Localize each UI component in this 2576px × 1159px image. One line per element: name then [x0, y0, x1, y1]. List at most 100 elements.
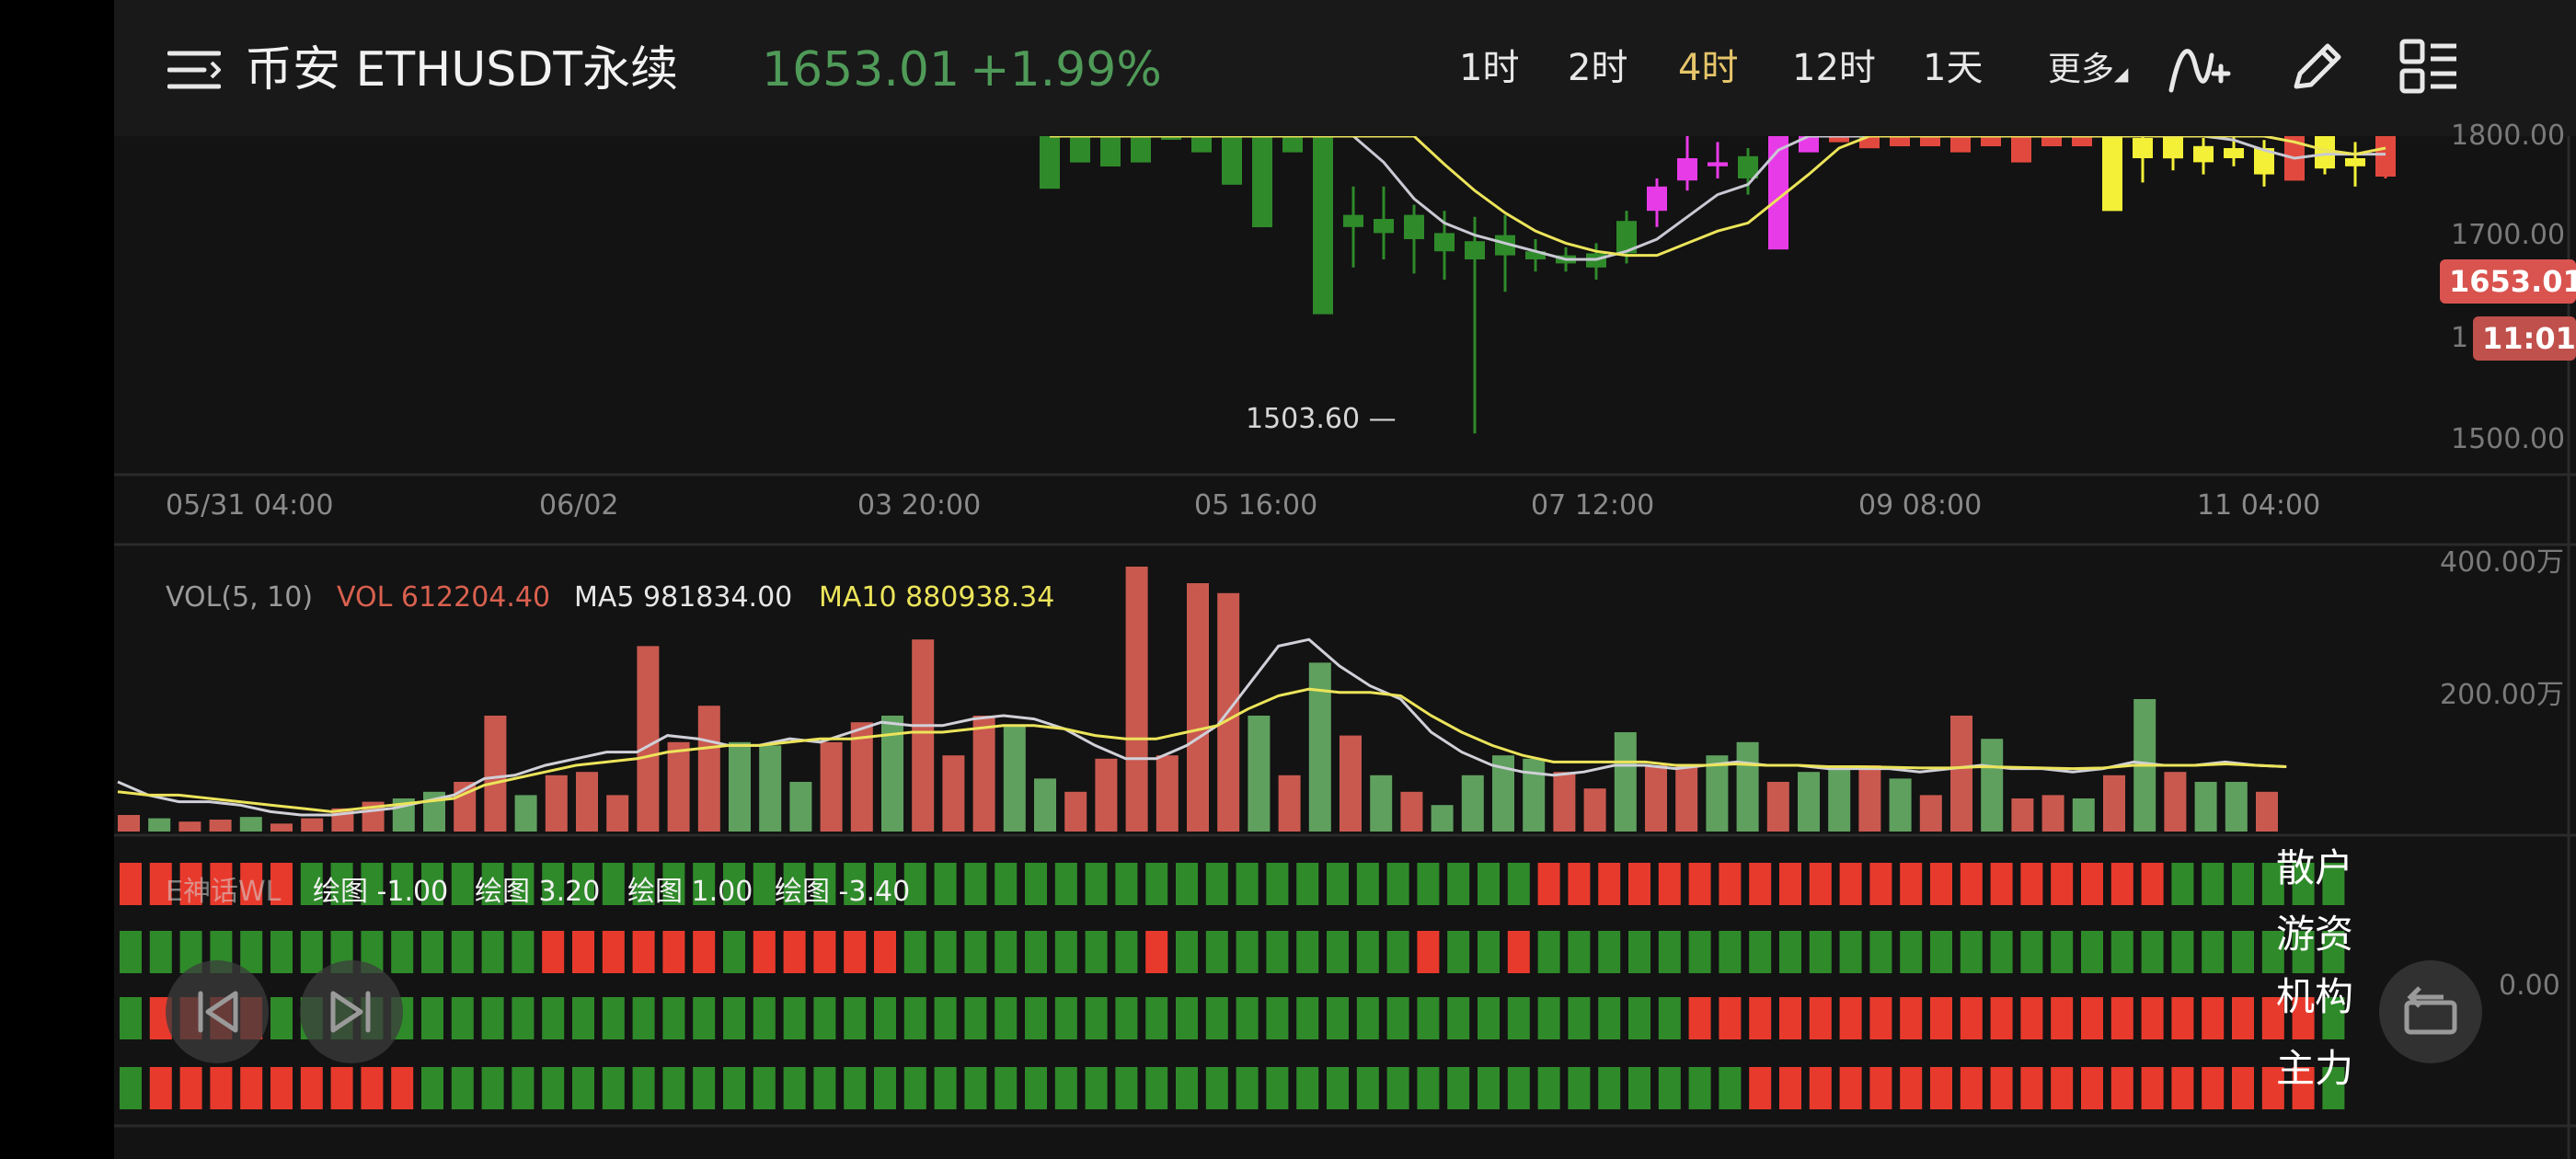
indicator-cell	[1115, 1067, 1138, 1109]
volume-bar	[1675, 765, 1698, 832]
layout-icon[interactable]	[2399, 39, 2458, 94]
indicator-cell	[783, 997, 806, 1039]
row-label-hot-money: 游资	[2276, 912, 2354, 957]
indicator-cell	[1507, 997, 1530, 1039]
indicator-cell	[1327, 863, 1349, 905]
indicator-cell	[542, 997, 565, 1039]
candle-body	[1495, 235, 1515, 256]
indicator-cell	[1598, 997, 1621, 1039]
candle-body	[1131, 136, 1151, 163]
indicator-cell	[1990, 863, 2013, 905]
indicator-cell	[1327, 997, 1349, 1039]
indicator-cell	[844, 931, 867, 973]
volume-bar	[148, 818, 171, 832]
indicator-cell	[1568, 1067, 1591, 1109]
more-label: 更多	[2048, 51, 2115, 88]
candle-body	[2224, 148, 2244, 158]
indicator-cell	[421, 863, 443, 905]
indicator-cell	[602, 1067, 625, 1109]
exit-fullscreen-button[interactable]	[2379, 960, 2482, 1063]
indicator-cell	[391, 931, 414, 973]
indicator-cell	[1115, 997, 1138, 1039]
indicator-cell	[1990, 931, 2013, 973]
draw-icon[interactable]	[2287, 37, 2346, 96]
volume-bar	[178, 821, 201, 832]
time-label-2: 06/02	[539, 489, 619, 522]
indicator-cell	[542, 931, 565, 973]
volume-bar	[1889, 778, 1912, 832]
indicator-legend-v3: 绘图 1.00	[627, 876, 753, 908]
indicator-cell	[270, 1067, 293, 1109]
indicator-cell	[1266, 863, 1289, 905]
candle-body	[1222, 136, 1242, 185]
indicator-cell	[1900, 931, 1923, 973]
indicator-cell	[2202, 863, 2225, 905]
indicator-cell	[1447, 863, 1470, 905]
indicator-cell	[1628, 997, 1650, 1039]
indicator-cell	[1568, 997, 1591, 1039]
indicator-cell	[844, 1067, 867, 1109]
indicator-cell	[1296, 931, 1319, 973]
indicator-cell	[1598, 931, 1621, 973]
indicator-cell	[512, 931, 535, 973]
indicator-cell	[2322, 931, 2345, 973]
menu-icon[interactable]	[167, 48, 222, 92]
indicator-cell	[120, 997, 142, 1039]
indicator-cell	[753, 931, 776, 973]
indicator-cell	[270, 931, 293, 973]
tab-1h[interactable]: 1时	[1459, 47, 1520, 89]
tab-1d[interactable]: 1天	[1923, 47, 1984, 89]
indicator-cell	[1537, 997, 1560, 1039]
indicator-cell	[2261, 931, 2284, 973]
indicator-cell	[1176, 863, 1198, 905]
indicator-cell	[903, 863, 926, 905]
indicator-cell	[2232, 1067, 2254, 1109]
tab-2h[interactable]: 2时	[1568, 47, 1628, 89]
indicator-icon[interactable]	[2166, 37, 2232, 96]
indicator-cell	[1869, 863, 1892, 905]
indicator-cell	[1749, 931, 1772, 973]
time-label-4: 05 16:00	[1194, 489, 1318, 522]
symbol-title[interactable]: 币安 ETHUSDT永续	[245, 42, 679, 98]
indicator-cell	[2110, 931, 2133, 973]
candle-body	[1404, 214, 1424, 239]
indicator-cell	[2202, 931, 2225, 973]
volume-bar	[1461, 775, 1484, 832]
tab-4h[interactable]: 4时	[1678, 47, 1739, 89]
ma-line-yellow	[1050, 134, 2386, 258]
candle-body	[1616, 221, 1637, 254]
indicator-cell	[179, 1067, 202, 1109]
indicator-cell	[783, 1067, 806, 1109]
skip-back-button[interactable]	[166, 960, 269, 1063]
volume-bar	[2011, 798, 2034, 832]
indicator-cell	[149, 863, 172, 905]
tab-12h[interactable]: 12时	[1792, 47, 1876, 89]
volume-bar	[484, 716, 507, 832]
indicator-cell	[1417, 931, 1440, 973]
indicator-cell	[512, 863, 535, 905]
indicator-cell	[1356, 1067, 1379, 1109]
indicator-cell	[1386, 997, 1409, 1039]
indicator-cell	[1417, 1067, 1440, 1109]
indicator-cell	[2020, 931, 2043, 973]
indicator-cell	[934, 1067, 957, 1109]
indicator-cell	[1749, 1067, 1772, 1109]
skip-forward-button[interactable]	[300, 960, 403, 1063]
indicator-cell	[813, 931, 836, 973]
candle-body	[1829, 136, 1849, 143]
indicator-cell	[1688, 863, 1711, 905]
indicator-cell	[361, 863, 384, 905]
indicator-cell	[2110, 863, 2133, 905]
candle-body	[1768, 136, 1788, 250]
indicator-cell	[2232, 931, 2254, 973]
indicator-cell	[1447, 1067, 1470, 1109]
indicator-cell	[2020, 1067, 2043, 1109]
time-label-5: 07 12:00	[1531, 489, 1655, 522]
more-button[interactable]: 更多◢	[2048, 42, 2128, 99]
time-label-7: 11 04:00	[2197, 489, 2321, 522]
price-tick-1700: 1700.00	[2451, 219, 2566, 251]
low-price-value: 1503.60	[1246, 403, 1361, 435]
indicator-cell	[240, 1067, 263, 1109]
row-label-retail: 散户	[2276, 845, 2354, 890]
indicator-cell	[1809, 1067, 1832, 1109]
